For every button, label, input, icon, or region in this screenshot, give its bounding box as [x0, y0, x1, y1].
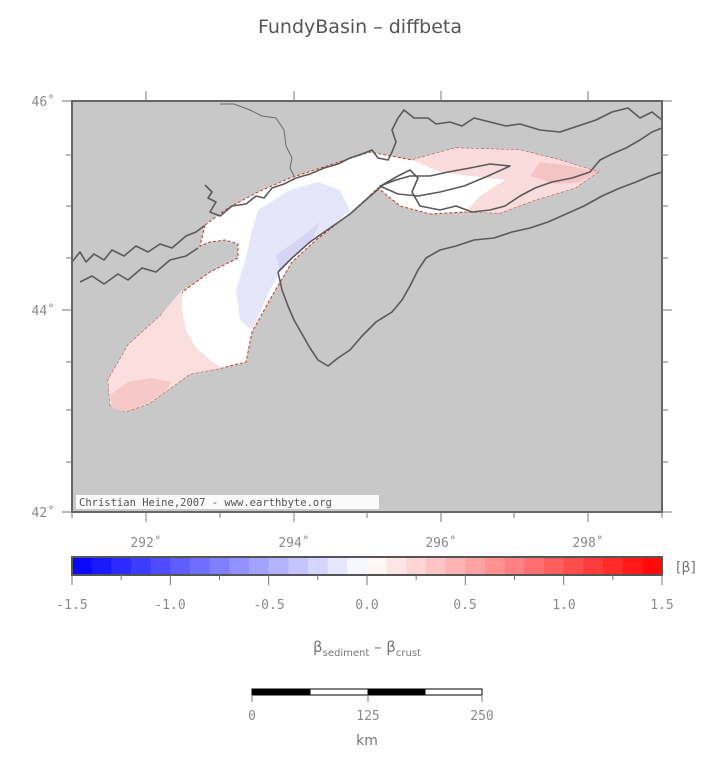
colorbar-cell [465, 557, 486, 575]
formula-sub-crust: crust [396, 648, 421, 659]
colorbar-tick-label: 1.5 [650, 598, 673, 613]
colorbar-tick-label: 1.0 [552, 598, 575, 613]
formula-minus: – [369, 638, 386, 656]
basin-blue-center [236, 182, 350, 330]
colorbar-cell [563, 557, 584, 575]
colorbar-cell [622, 557, 643, 575]
scale-label-0: 0 [248, 709, 256, 724]
coast-minas-arm [379, 163, 511, 197]
lat-label-44: 44˚ [32, 303, 55, 319]
colorbar-cell [91, 557, 112, 575]
colorbar-cell [229, 557, 250, 575]
lat-label-42: 42˚ [32, 505, 55, 521]
coast-nova-scotia-south [277, 171, 663, 367]
credit-text: Christian Heine,2007 - www.earthbyte.org [79, 497, 332, 509]
colorbar-tick-label: -1.5 [56, 598, 87, 613]
colorbar-cell [583, 557, 604, 575]
colorbar-unit: [β] [676, 560, 696, 576]
frame-ticks [62, 91, 672, 522]
colorbar-cell [209, 557, 230, 575]
colorbar-cell [268, 557, 289, 575]
colorbar-cell [131, 557, 152, 575]
colorbar-cell [603, 557, 624, 575]
colorbar-cell [642, 557, 663, 575]
coast-nova-scotia-north [277, 127, 663, 273]
colorbar-tick-label: -1.0 [154, 598, 185, 613]
colorbar [72, 557, 663, 575]
coastlines [71, 103, 663, 367]
coast-maine [71, 225, 205, 263]
colorbar-cell [347, 557, 368, 575]
formula-sub-sediment: sediment [323, 648, 370, 659]
colorbar-cell [524, 557, 545, 575]
basin-blue-core [276, 222, 320, 272]
minas-basin [372, 168, 440, 190]
colorbar-tick-label: 0.0 [355, 598, 378, 613]
colorbar-cell [249, 557, 270, 575]
coast-maine-inner [79, 247, 199, 285]
colorbar-cell [150, 557, 171, 575]
coast-new-brunswick [204, 107, 663, 217]
colorbar-cell [72, 557, 93, 575]
formula-beta-2: β [386, 638, 396, 656]
lon-label-296: 296˚ [425, 535, 456, 551]
basin-pink-sw-deep [110, 378, 172, 412]
lon-label-298: 298˚ [572, 535, 603, 551]
colorbar-cell [406, 557, 427, 575]
colorbar-formula: βsediment – βcrust [313, 638, 421, 659]
colorbar-cell [544, 557, 565, 575]
basin-pink-ne-deep [530, 162, 598, 184]
basin-region [107, 147, 600, 413]
scale-bar [251, 688, 483, 702]
colorbar-cell [426, 557, 447, 575]
colorbar-cell [288, 557, 309, 575]
lon-label-294: 294˚ [278, 535, 309, 551]
credit-box [76, 495, 379, 509]
colorbar-cell [485, 557, 506, 575]
colorbar-ticks [71, 575, 663, 585]
lat-label-46: 46˚ [32, 94, 55, 110]
colorbar-tick-label: 0.5 [453, 598, 476, 613]
colorbar-cell [504, 557, 525, 575]
colorbar-cell [367, 557, 388, 575]
colorbar-tick-label: -0.5 [253, 598, 284, 613]
scale-label-125: 125 [356, 709, 379, 724]
colorbar-cell [170, 557, 191, 575]
formula-beta-1: β [313, 638, 323, 656]
colorbar-cell [111, 557, 132, 575]
map-title: FundyBasin – diffbeta [257, 16, 463, 38]
us-canada-border [220, 103, 295, 177]
colorbar-cell [308, 557, 329, 575]
colorbar-cell [190, 557, 211, 575]
colorbar-cell [445, 557, 466, 575]
colorbar-cell [327, 557, 348, 575]
colorbar-cell [386, 557, 407, 575]
scale-unit: km [356, 733, 378, 749]
scale-label-250: 250 [470, 709, 493, 724]
lon-label-292: 292˚ [130, 535, 161, 551]
